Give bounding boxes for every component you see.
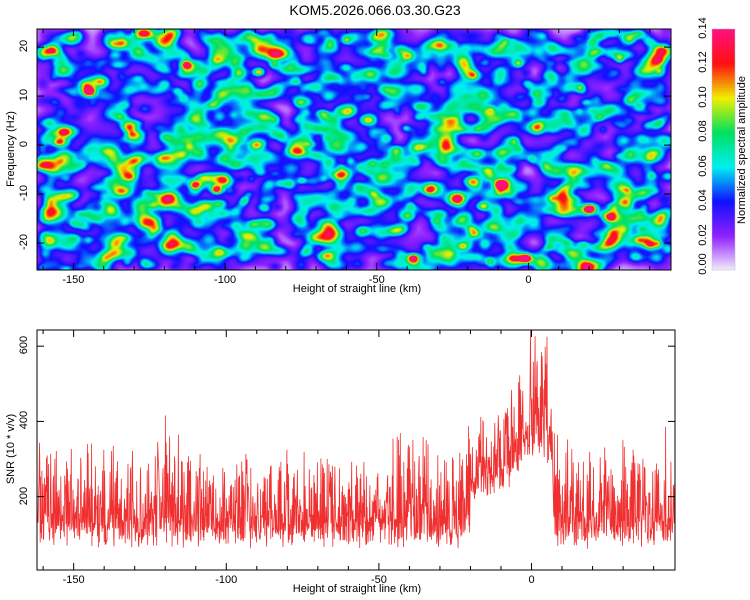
top-y-tick-label: 0: [18, 141, 30, 148]
bottom-x-tick-label: -100: [215, 574, 238, 586]
chart-title: KOM5.2026.066.03.30.G23: [289, 2, 461, 18]
bottom-x-tick-label: 0: [528, 574, 535, 586]
colorbar-label: Normalized spectral amplitude: [736, 76, 748, 224]
bottom-plot-frame: [36, 329, 676, 571]
colorbar-tick-label: 0.14: [697, 17, 709, 39]
bottom-y-tick-label: 200: [18, 486, 30, 505]
snr-line: [36, 329, 676, 549]
top-x-tick-label: -50: [368, 274, 385, 286]
top-y-tick-label: -20: [18, 234, 30, 250]
top-x-tick-label: 0: [525, 274, 532, 286]
top-y-axis-label: Frequency (Hz): [5, 111, 17, 187]
top-plot-frame: [36, 28, 672, 271]
bottom-y-axis-label: SNR (10 * v/v): [5, 413, 17, 485]
colorbar-tick-label: 0.06: [697, 155, 709, 177]
colorbar-tick-label: 0.04: [697, 189, 709, 211]
top-x-axis-label: Height of straight line (km): [292, 283, 422, 295]
bottom-x-axis-label: Height of straight line (km): [292, 583, 422, 595]
bottom-x-tick-label: -150: [62, 574, 85, 586]
colorbar-tick-label: 0.10: [697, 86, 709, 108]
bottom-y-tick-label: 600: [18, 336, 30, 355]
colorbar-frame: [711, 28, 736, 271]
top-x-tick-label: -150: [62, 274, 85, 286]
top-y-tick-label: 10: [18, 88, 30, 102]
top-y-tick-label: 20: [18, 39, 30, 53]
colorbar-tick-label: 0.08: [697, 120, 709, 142]
colorbar: [712, 29, 735, 270]
spectrogram-heatmap: [37, 29, 671, 270]
bottom-y-tick-label: 400: [18, 411, 30, 430]
bottom-x-tick-label: -50: [370, 574, 387, 586]
colorbar-tick-label: 0.12: [697, 51, 709, 74]
top-y-tick-label: -10: [18, 185, 30, 202]
top-x-tick-label: -100: [214, 274, 237, 286]
colorbar-tick-label: 0.02: [697, 223, 709, 246]
